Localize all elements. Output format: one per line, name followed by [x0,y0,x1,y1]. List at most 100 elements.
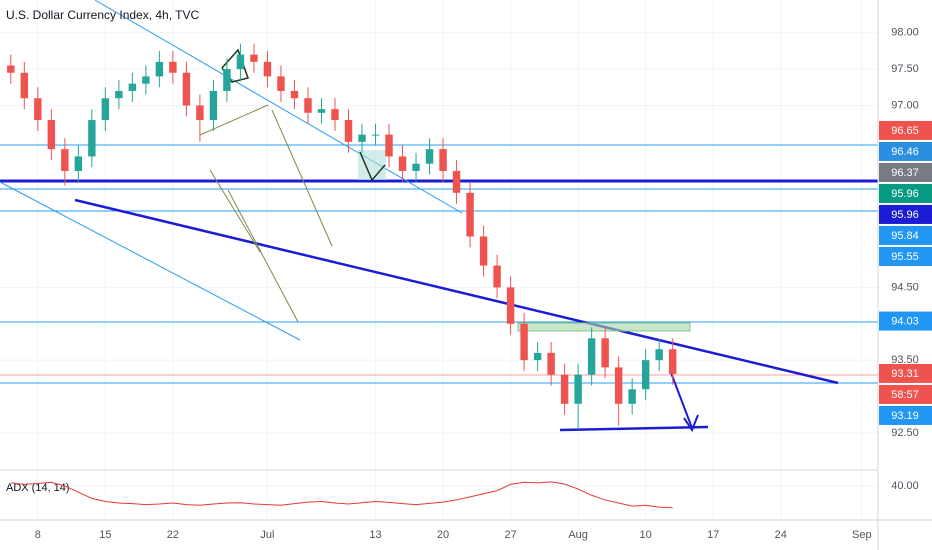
candle-body [263,61,272,77]
price-tag [879,204,932,224]
price-tag-label: 93.31 [891,368,919,380]
candle-body [115,90,123,99]
drawings [0,0,878,433]
price-tags: 96.65 96.46 96.37 95.96 95.96 95.84 95.55 94.03… [879,120,932,425]
candle-body [641,360,650,390]
candle-body [209,90,218,121]
x-tick-label: Sep [852,529,872,541]
candle-body [506,287,515,324]
x-tick-label: 13 [369,529,381,541]
y-tick-label: 94.50 [891,281,919,293]
y-tick-label: 98.00 [891,27,919,39]
candle-body [412,163,420,171]
x-tick-label: 24 [775,529,787,541]
candle-body [304,98,312,113]
x-tick-label: 10 [640,529,652,541]
candle-body [547,352,555,375]
y-tick-label: 92.50 [891,427,919,439]
arrow [209,169,261,253]
x-tick-label: 15 [99,529,111,541]
price-tag [879,246,932,266]
candle-body [371,134,380,136]
y-tick-label: 97.50 [891,63,919,75]
trendline-thick [74,198,839,385]
price-tag [879,141,932,161]
candle-body [344,120,353,142]
price-tag [879,162,932,182]
candle-body [196,105,204,121]
indicator-line [10,481,673,509]
candle-body [479,236,488,266]
candle-body [425,149,434,164]
candle-body [560,374,569,404]
candle-body [398,156,407,171]
indicator-label: ADX (14, 14) [6,482,70,494]
candle-body [182,72,191,106]
price-tag-label: 94.03 [891,315,919,327]
candle-body [155,61,164,77]
price-tag [879,363,932,383]
price-tag [879,311,932,331]
candle-body [142,76,150,84]
candle-body [493,265,501,288]
trendline [94,0,463,214]
candle-body [128,83,137,91]
price-tag [879,120,932,140]
price-tag-label: 96.46 [891,146,919,158]
candle-body [101,98,110,121]
price-tag [879,183,932,203]
chart-title: U.S. Dollar Currency Index, 4h, TVC [6,8,200,22]
zone [358,150,386,180]
arrow [227,189,299,323]
candle-body [587,338,596,375]
y-tick-label: 40.00 [891,480,919,492]
candle-body [601,338,609,368]
price-tag-label: 58:57 [891,389,919,401]
candle-body [655,349,663,361]
support-line [559,425,709,432]
x-tick-label: 17 [707,529,719,541]
price-tag [879,405,932,425]
candle-body [169,61,177,73]
trendline [0,181,301,341]
candle-body [628,389,636,404]
candle-body [439,149,447,171]
candle-body [236,54,245,70]
candle-body [331,109,339,121]
candle-body [385,134,393,157]
arrow [199,104,269,136]
zone [517,322,691,332]
price-tag-label: 96.37 [891,167,919,179]
candle-body [533,352,542,361]
x-tick-label: Jul [260,529,274,541]
candle-body [277,76,285,91]
x-tick-label: 20 [437,529,449,541]
candle-body [61,149,69,171]
candle-body [668,349,677,374]
y-tick-label: 93.50 [891,354,919,366]
candle-body [88,120,96,157]
price-tag-label: 95.96 [891,209,919,221]
x-tick-label: 8 [35,529,41,541]
candle-body [466,192,474,237]
candle-body [74,156,83,171]
candle-body [614,367,623,404]
candle-body [317,109,326,113]
candle-body [47,120,56,150]
x-tick-label: 27 [504,529,516,541]
candle-body [520,323,528,361]
price-tag [879,384,932,404]
x-tick-label: Aug [568,529,588,541]
price-tag-label: 93.19 [891,410,919,422]
candle-body [20,72,29,99]
price-tag-label: 95.96 [891,188,919,200]
x-tick-label: 22 [167,529,179,541]
candle-body [250,54,258,62]
candle-body [452,170,461,193]
price-tag-label: 96.65 [891,125,919,137]
candle-body [290,90,299,99]
y-tick-label: 97.00 [891,99,919,111]
candle-body [7,65,15,73]
